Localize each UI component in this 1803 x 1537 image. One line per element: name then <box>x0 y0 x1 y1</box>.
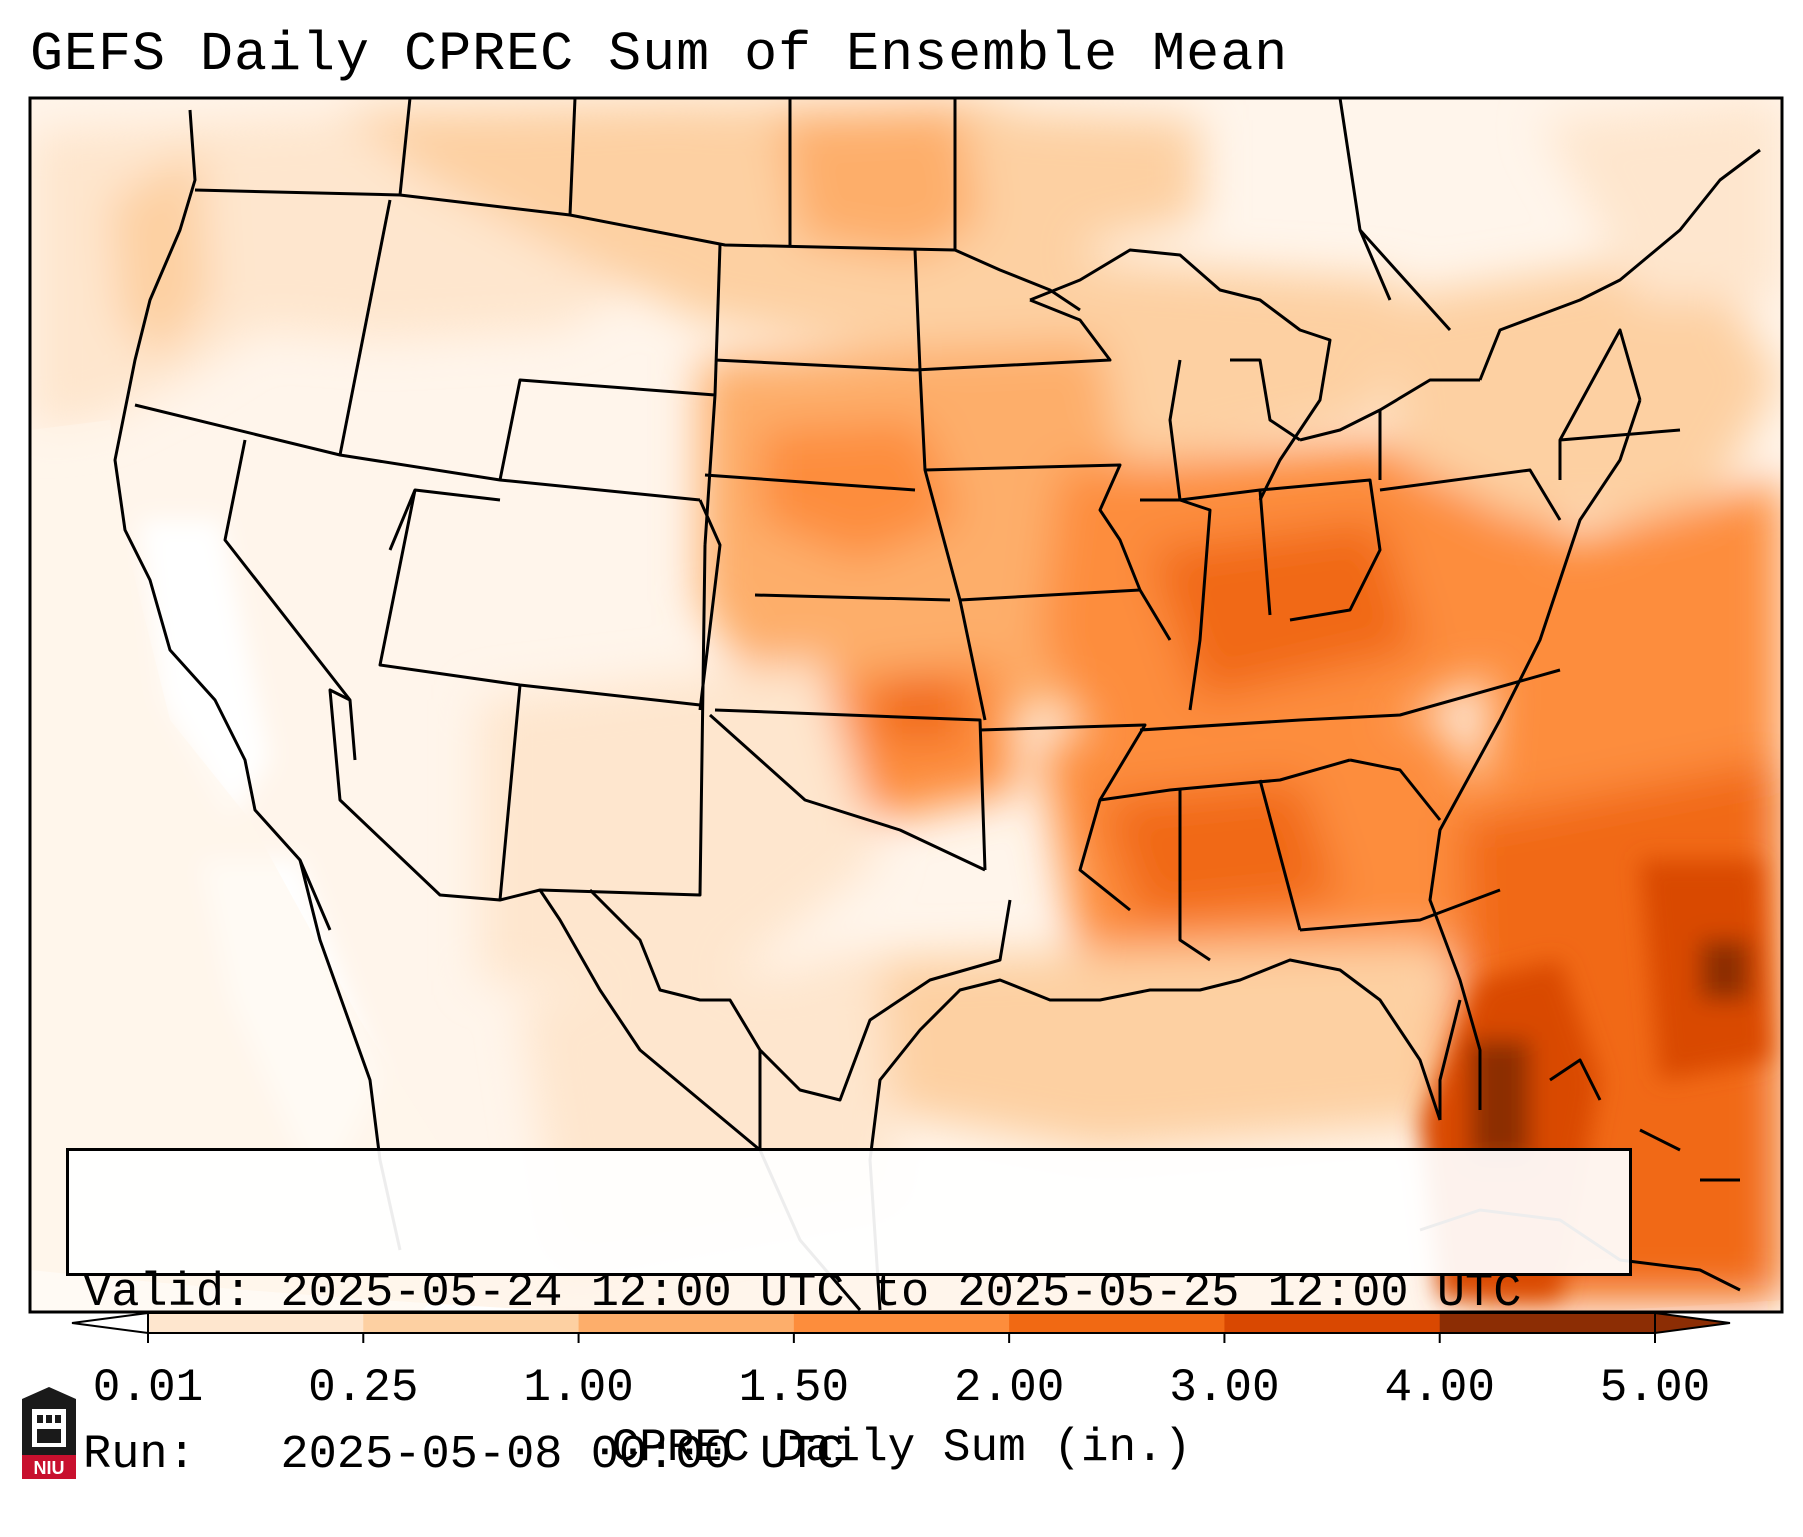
colorbar-segment <box>1009 1313 1225 1333</box>
colorbar-tick-label: 4.00 <box>1385 1362 1495 1414</box>
colorbar-outline <box>147 1312 1656 1334</box>
run-label: Run: <box>83 1429 196 1482</box>
run-value: 2025-05-08 00:00 UTC <box>280 1429 845 1482</box>
colorbar-tick-label: 0.25 <box>308 1362 418 1414</box>
precip-map <box>28 96 1784 1314</box>
logo-text: NIU <box>34 1458 65 1478</box>
colorbar-segments <box>148 1313 1656 1333</box>
colorbar-extend-low <box>71 1311 149 1335</box>
valid-run-info-box: Valid: 2025-05-24 12:00 UTC to 2025-05-2… <box>66 1148 1632 1482</box>
run-row: Run: 2025-05-08 00:00 UTC <box>83 1429 1615 1483</box>
colorbar-segment <box>1224 1313 1441 1333</box>
colorbar-tick-label: 2.00 <box>954 1362 1064 1414</box>
colorbar-title: CPREC Daily Sum (in.) <box>611 1422 1192 1474</box>
valid-row: Valid: 2025-05-24 12:00 UTC to 2025-05-2… <box>83 1267 1615 1321</box>
colorbar-segment <box>578 1313 795 1333</box>
valid-value: 2025-05-24 12:00 UTC to 2025-05-25 12:00… <box>280 1267 1522 1320</box>
colorbar: 0.01 0.25 1.00 1.50 2.00 3.00 4.00 5.00 <box>71 1311 1731 1414</box>
colorbar-tick-label: 1.00 <box>523 1362 633 1414</box>
colorbar-tick-label: 1.50 <box>739 1362 849 1414</box>
chart-title: GEFS Daily CPREC Sum of Ensemble Mean <box>30 23 1289 86</box>
colorbar-tick-label: 0.01 <box>93 1362 203 1414</box>
valid-label: Valid: <box>83 1267 253 1320</box>
niu-logo-icon: NIU <box>22 1387 76 1479</box>
colorbar-segment <box>1439 1313 1656 1333</box>
colorbar-ticks: 0.01 0.25 1.00 1.50 2.00 3.00 4.00 5.00 <box>93 1333 1710 1414</box>
colorbar-segment <box>363 1313 580 1333</box>
colorbar-extend-high <box>1654 1311 1731 1335</box>
colorbar-segment <box>793 1313 1010 1333</box>
colorbar-tick-label: 5.00 <box>1600 1362 1710 1414</box>
colorbar-tick-label: 3.00 <box>1169 1362 1279 1414</box>
precip-shading <box>30 98 1782 1312</box>
colorbar-segment <box>148 1313 364 1333</box>
